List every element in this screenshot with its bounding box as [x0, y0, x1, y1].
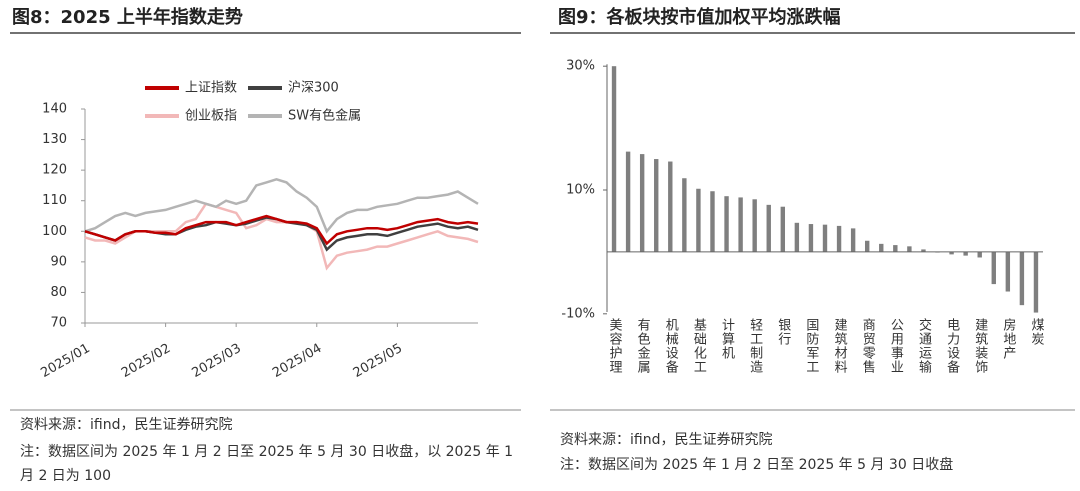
- bar: [738, 197, 743, 252]
- x-tick-label: 商贸零售: [860, 318, 876, 374]
- legend-label: SW有色金属: [288, 108, 361, 124]
- bar: [836, 225, 842, 252]
- x-tick-label: 2025/04: [270, 341, 324, 381]
- y-tick-label: 130: [42, 132, 67, 147]
- x-tick-label: 建筑装饰: [972, 318, 988, 374]
- x-tick-label: 国防军工: [803, 318, 819, 374]
- bar: [724, 196, 729, 252]
- x-tick-label: 基础化工: [691, 318, 707, 374]
- x-tick-label: 银行: [775, 318, 791, 346]
- x-tick-label: 交通运输: [916, 317, 932, 374]
- chart-title: 图9：各板块按市值加权平均涨跌幅: [558, 6, 841, 28]
- bar: [654, 159, 659, 252]
- x-tick-label: 计算机: [719, 318, 735, 360]
- line: [84, 214, 479, 246]
- bar: [668, 161, 673, 252]
- x-tick-label: 2025/05: [351, 341, 405, 381]
- chart-title: 图8：2025 上半年指数走势: [12, 6, 243, 28]
- bar: [921, 249, 926, 252]
- x-tick-label: 轻工制造: [747, 318, 763, 374]
- y-tick-label: 10%: [566, 183, 595, 198]
- x-tick-label: 2025/02: [119, 341, 173, 381]
- y-tick-label: 90: [50, 254, 67, 269]
- line: [84, 177, 479, 234]
- bar: [893, 245, 898, 252]
- x-tick-label: 2025/03: [190, 341, 244, 381]
- bar: [794, 222, 800, 252]
- y-tick-label: 30%: [566, 59, 595, 74]
- bar: [696, 188, 701, 252]
- note: 注：数据区间为 2025 年 1 月 2 日至 2025 年 5 月 30 日收…: [20, 444, 514, 484]
- source: 资料来源：ifind，民生证券研究院: [20, 417, 233, 433]
- x-tick-label: 房地产: [1000, 317, 1016, 360]
- source: 资料来源：ifind，民生证券研究院: [560, 432, 773, 448]
- bar: [963, 251, 968, 256]
- y-tick-label: 140: [42, 102, 67, 117]
- bar: [710, 191, 715, 252]
- x-tick-label: 煤炭: [1028, 318, 1044, 346]
- y-tick-label: 110: [42, 193, 67, 208]
- bar: [879, 243, 884, 252]
- bar: [625, 151, 631, 252]
- x-tick-label: 电力设备: [944, 318, 960, 374]
- y-tick-label: 120: [42, 163, 67, 178]
- bar: [907, 246, 912, 252]
- bar: [639, 154, 645, 252]
- bar: [1005, 251, 1011, 292]
- bar: [822, 224, 828, 252]
- y-tick-label: 100: [42, 224, 67, 239]
- bar: [766, 204, 771, 252]
- x-tick-label: 机械设备: [663, 318, 679, 374]
- note: 注：数据区间为 2025 年 1 月 2 日至 2025 年 5 月 30 日收…: [560, 457, 954, 473]
- legend-label: 上证指数: [185, 81, 237, 96]
- y-tick-label: 80: [50, 285, 67, 300]
- x-tick-label: 美容护理: [607, 318, 623, 374]
- bar: [949, 251, 954, 255]
- bar: [850, 228, 856, 252]
- bar: [611, 66, 617, 252]
- bar: [1033, 251, 1039, 313]
- bar: [682, 178, 687, 252]
- x-tick-label: 有色金属: [635, 318, 651, 374]
- bar: [808, 224, 814, 252]
- bar: [752, 199, 757, 252]
- x-tick-label: 公用事业: [888, 318, 904, 374]
- bar: [780, 206, 786, 252]
- x-tick-label: 建筑材料: [832, 318, 848, 374]
- bar: [977, 251, 982, 258]
- legend-label: 创业板指: [185, 109, 237, 124]
- bar: [1019, 251, 1025, 306]
- y-tick-label: 70: [50, 316, 67, 331]
- y-tick-label: -10%: [561, 306, 595, 321]
- bar: [991, 251, 996, 285]
- legend-label: 沪深300: [288, 80, 339, 96]
- bar: [864, 240, 870, 252]
- x-tick-label: 2025/01: [38, 341, 92, 381]
